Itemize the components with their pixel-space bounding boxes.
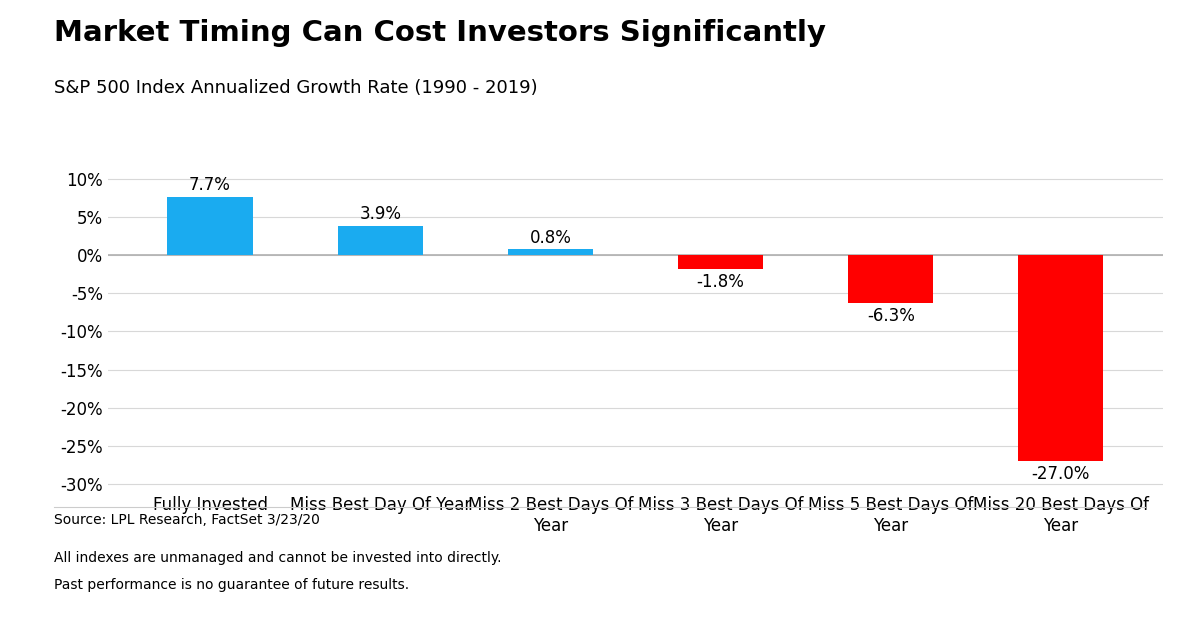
Bar xyxy=(338,226,423,255)
Text: Source: LPL Research, FactSet 3/23/20: Source: LPL Research, FactSet 3/23/20 xyxy=(54,513,320,527)
Text: 0.8%: 0.8% xyxy=(530,229,571,247)
Bar xyxy=(508,249,594,255)
Text: S&P 500 Index Annualized Growth Rate (1990 - 2019): S&P 500 Index Annualized Growth Rate (19… xyxy=(54,79,537,97)
Bar xyxy=(1018,255,1103,461)
Text: -6.3%: -6.3% xyxy=(867,307,915,325)
Text: Market Timing Can Cost Investors Significantly: Market Timing Can Cost Investors Signifi… xyxy=(54,19,826,47)
Text: Past performance is no guarantee of future results.: Past performance is no guarantee of futu… xyxy=(54,578,409,592)
Text: -27.0%: -27.0% xyxy=(1031,465,1090,483)
Bar xyxy=(677,255,763,269)
Text: 7.7%: 7.7% xyxy=(189,176,231,194)
Text: -1.8%: -1.8% xyxy=(697,273,745,291)
Bar xyxy=(168,197,253,255)
Text: 3.9%: 3.9% xyxy=(360,205,402,223)
Bar xyxy=(848,255,933,303)
Text: All indexes are unmanaged and cannot be invested into directly.: All indexes are unmanaged and cannot be … xyxy=(54,551,501,565)
